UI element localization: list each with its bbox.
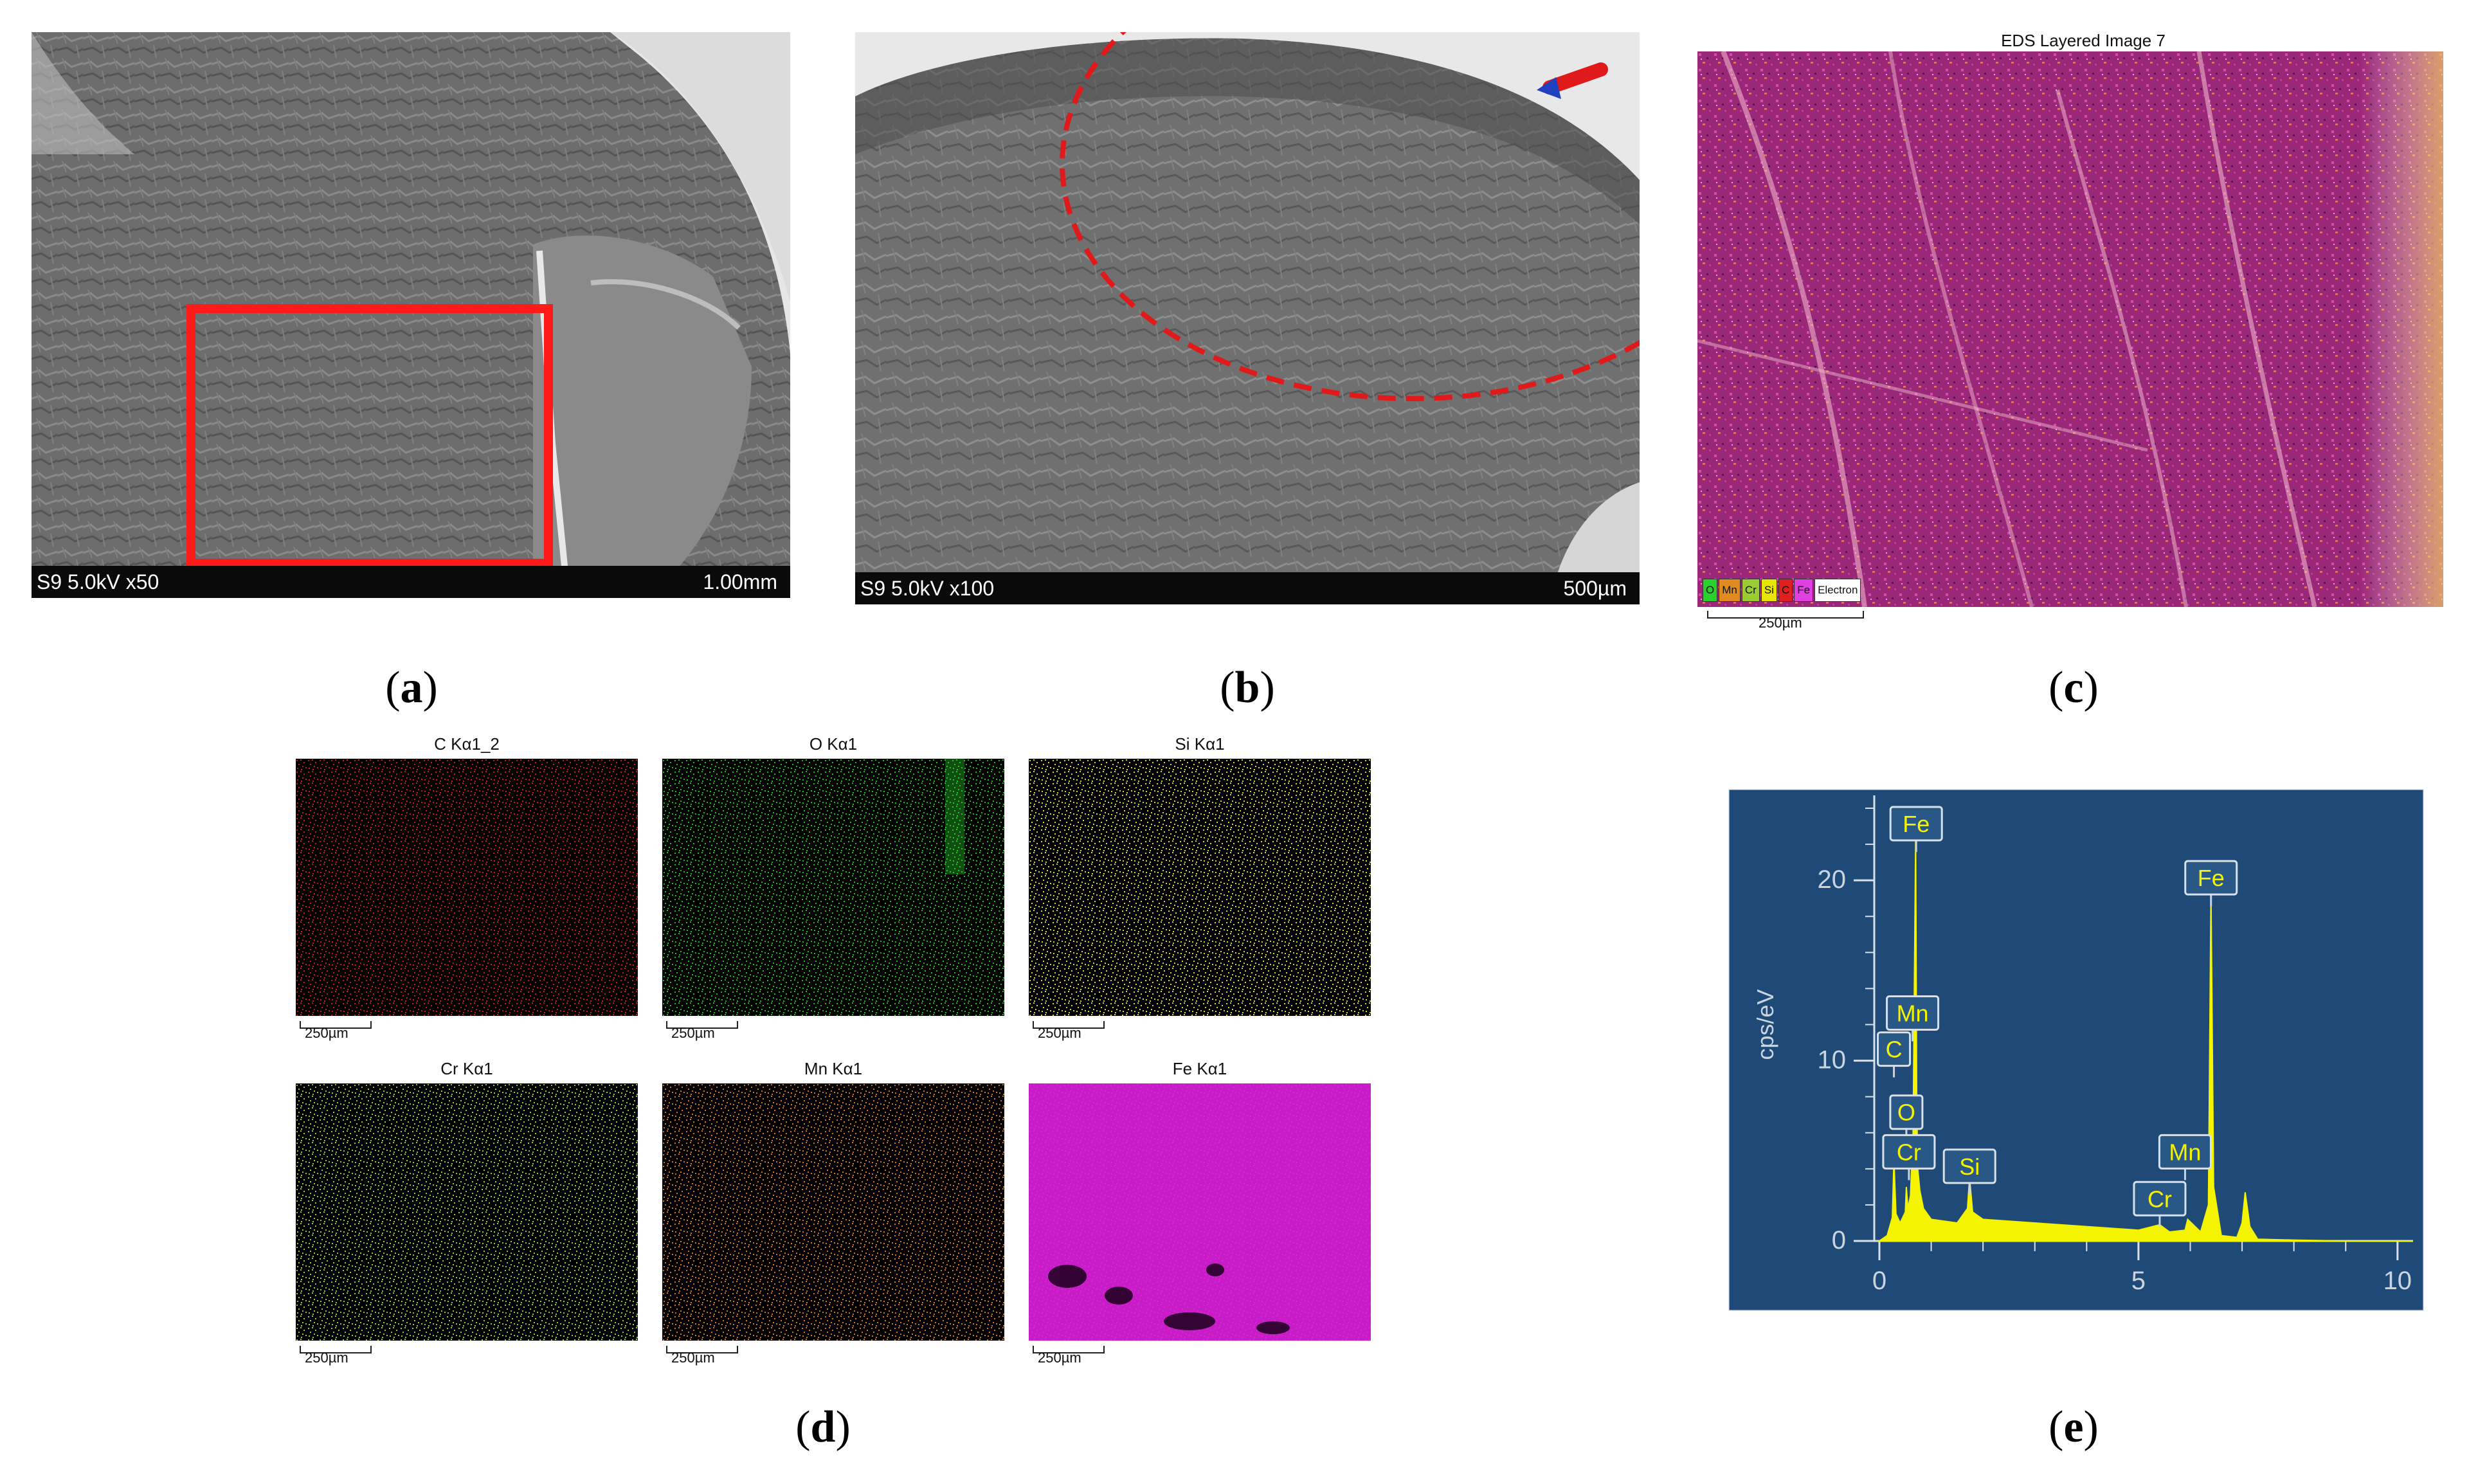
peak-label-o: O — [1897, 1099, 1915, 1126]
y-axis-label: cps/eV — [1752, 989, 1778, 1060]
x-tick-label: 5 — [2131, 1267, 2146, 1295]
sem-info-bar-b: S9 5.0kV x100 500µm — [855, 572, 1640, 604]
arrow-icon — [1542, 62, 1608, 95]
map-scale-5: 250µm — [1033, 1346, 1105, 1369]
peak-label-si: Si — [1959, 1154, 1980, 1180]
dashed-ellipse — [1060, 32, 1640, 401]
peak-label-box — [1889, 1094, 1924, 1130]
map-scale-1: 250µm — [666, 1021, 738, 1044]
x-tick-label: 0 — [1872, 1267, 1886, 1295]
legend-electron: Electron — [1814, 579, 1861, 602]
peak-label-box — [1877, 1031, 1912, 1067]
sem-image-b: S9 5.0kV x100 500µm — [855, 32, 1640, 604]
caption-b: (b) — [1220, 663, 1275, 712]
eds-spectrum-chart: 0 10 20 0 5 10 cps/eV Fe Fe Mn C O Cr Si Mn Cr — [1728, 789, 2424, 1311]
arrow-head-icon — [1537, 77, 1561, 99]
caption-e: (e) — [2048, 1402, 2099, 1452]
peak-label-box — [2133, 1181, 2187, 1217]
legend-fe: Fe — [1794, 579, 1814, 602]
element-map-5 — [1029, 1083, 1371, 1341]
peak-label-cr: Cr — [2148, 1186, 2172, 1212]
map-title-5: Fe Kα1 — [1172, 1059, 1227, 1078]
map-title-1: O Kα1 — [809, 734, 858, 754]
sem-params-a: S9 5.0kV x50 — [37, 570, 159, 593]
map-title-0: C Kα1_2 — [434, 734, 500, 754]
legend-si: Si — [1760, 579, 1777, 602]
peak-label-box — [1882, 1134, 1936, 1170]
peak-label-c: C — [1886, 1036, 1903, 1063]
peak-label-box — [2158, 1134, 2212, 1170]
peak-label-mn: Mn — [2169, 1139, 2201, 1165]
map-scale-4: 250µm — [666, 1346, 738, 1369]
legend-o: O — [1703, 579, 1718, 602]
peak-label-box — [1886, 995, 1940, 1031]
sem-scale-a: 1.00mm — [703, 570, 777, 593]
caption-a: (a) — [385, 663, 438, 712]
spectrum-svg: 0 10 20 0 5 10 cps/eV Fe Fe Mn C O Cr Si Mn Cr — [1728, 789, 2424, 1311]
eds-legend: O Mn Cr Si C Fe Electron — [1703, 579, 1861, 602]
map-title-3: Cr Kα1 — [440, 1059, 493, 1078]
spectrum-background — [1728, 789, 2424, 1311]
caption-d: (d) — [795, 1402, 851, 1452]
element-map-2 — [1029, 759, 1371, 1016]
y-tick-label: 0 — [1832, 1226, 1846, 1254]
sem-info-bar-a: S9 5.0kV x50 1.00mm — [32, 566, 790, 598]
peak-label-box — [1889, 806, 1943, 842]
fracture-surface-b — [855, 32, 1640, 604]
peak-label-box — [2184, 860, 2238, 896]
x-tick-label: 10 — [2383, 1267, 2412, 1295]
map-scale-3: 250µm — [300, 1346, 372, 1369]
eds-layered-scale: 250µm — [1707, 611, 1864, 637]
eds-layered-image: O Mn Cr Si C Fe Electron — [1697, 51, 2443, 607]
legend-mn: Mn — [1719, 579, 1741, 602]
highlight-rectangle — [186, 304, 553, 568]
eds-layered-map — [1697, 51, 2443, 607]
caption-c: (c) — [2048, 663, 2099, 712]
element-map-1 — [662, 759, 1004, 1016]
peak-label-mn: Mn — [1897, 1000, 1929, 1026]
peak-label-fe: Fe — [1903, 811, 1930, 837]
legend-c: C — [1778, 579, 1793, 602]
y-tick-label: 10 — [1818, 1046, 1847, 1074]
map-scale-2: 250µm — [1033, 1021, 1105, 1044]
fracture-surface-a — [32, 32, 790, 598]
legend-cr: Cr — [1741, 579, 1760, 602]
element-map-0 — [296, 759, 638, 1016]
spectrum-series — [1877, 835, 2413, 1242]
sem-scale-b: 500µm — [1563, 577, 1627, 600]
y-tick-label: 20 — [1818, 865, 1847, 894]
map-title-2: Si Kα1 — [1175, 734, 1225, 754]
map-title-4: Mn Kα1 — [804, 1059, 863, 1078]
peak-label-fe: Fe — [2198, 865, 2225, 891]
peak-label-cr: Cr — [1897, 1139, 1921, 1165]
sem-image-a: S9 5.0kV x50 1.00mm — [32, 32, 790, 598]
map-scale-0: 250µm — [300, 1021, 372, 1044]
element-map-4 — [662, 1083, 1004, 1341]
peak-label-box — [1942, 1148, 1996, 1184]
element-map-3 — [296, 1083, 638, 1341]
eds-layered-title: EDS Layered Image 7 — [2001, 31, 2166, 50]
sem-params-b: S9 5.0kV x100 — [860, 577, 995, 600]
